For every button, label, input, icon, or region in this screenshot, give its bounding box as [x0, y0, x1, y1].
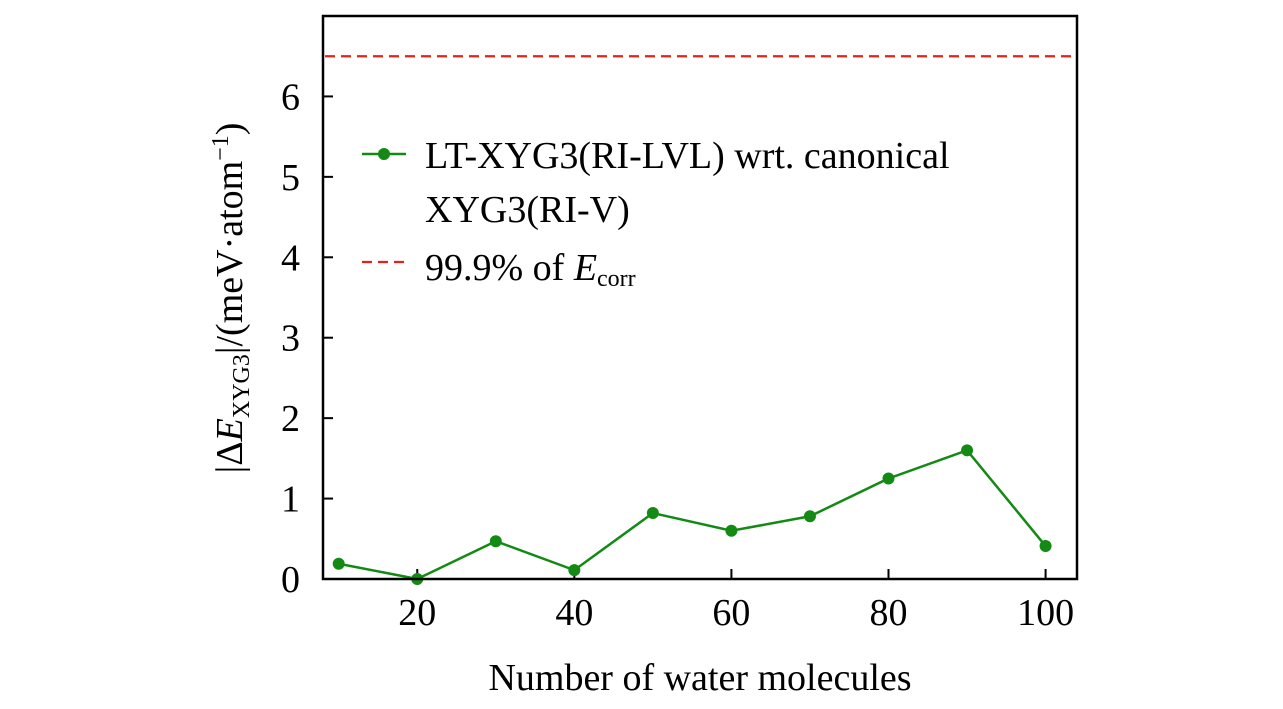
- data-point: [568, 564, 581, 577]
- x-axis-label: Number of water molecules: [488, 657, 911, 699]
- data-point: [882, 472, 895, 485]
- data-point: [1039, 540, 1052, 553]
- y-tick-label: 3: [281, 318, 300, 360]
- series-line: [338, 448, 1047, 581]
- data-point: [332, 557, 345, 570]
- y-axis-label-subscript: XYG3: [229, 354, 255, 418]
- y-axis-label-close: ): [209, 123, 251, 136]
- x-tick-label: 60: [712, 592, 750, 634]
- y-tick-label: 1: [281, 479, 300, 521]
- legend-series-marker: [378, 148, 390, 160]
- data-point: [725, 524, 738, 537]
- x-tick-label: 100: [1017, 592, 1074, 634]
- legend-series-label: LT-XYG3(RI-LVL) wrt. canonical: [425, 135, 950, 177]
- legend-reference-label: 99.9% of Ecorr: [425, 247, 636, 292]
- y-axis-label-symbol: E: [209, 418, 251, 442]
- x-tick-label: 20: [398, 592, 436, 634]
- data-point: [961, 444, 974, 457]
- data-point: [803, 510, 816, 523]
- legend-series-label-cont: XYG3(RI-V): [425, 189, 630, 231]
- y-tick-label: 4: [281, 237, 300, 279]
- legend: LT-XYG3(RI-LVL) wrt. canonical XYG3(RI-V…: [362, 135, 950, 292]
- y-axis-label: |ΔEXYG3|/(meV·atom−1): [208, 123, 255, 474]
- y-axis-label-prefix: |Δ: [209, 441, 251, 473]
- legend-reference-symbol: E: [573, 247, 597, 289]
- y-tick-label: 5: [281, 157, 300, 199]
- y-tick-label: 2: [281, 398, 300, 440]
- legend-reference-subscript: corr: [597, 266, 636, 292]
- legend-reference-text: 99.9% of: [425, 247, 574, 289]
- y-axis-label-suffix: |/(meV·atom: [209, 161, 251, 354]
- x-tick-label: 80: [870, 592, 908, 634]
- data-point: [646, 507, 659, 520]
- y-tick-label: 6: [281, 76, 300, 118]
- y-axis-label-superscript: −1: [208, 135, 234, 161]
- axis-ticks: 20 40 60 80 100 0 1 2 3 4 5 6: [281, 76, 1074, 634]
- y-tick-label: 0: [281, 559, 300, 601]
- plot-frame: [321, 14, 1079, 581]
- series-layer: [332, 444, 1052, 585]
- x-tick-label: 40: [555, 592, 593, 634]
- data-point: [489, 535, 502, 548]
